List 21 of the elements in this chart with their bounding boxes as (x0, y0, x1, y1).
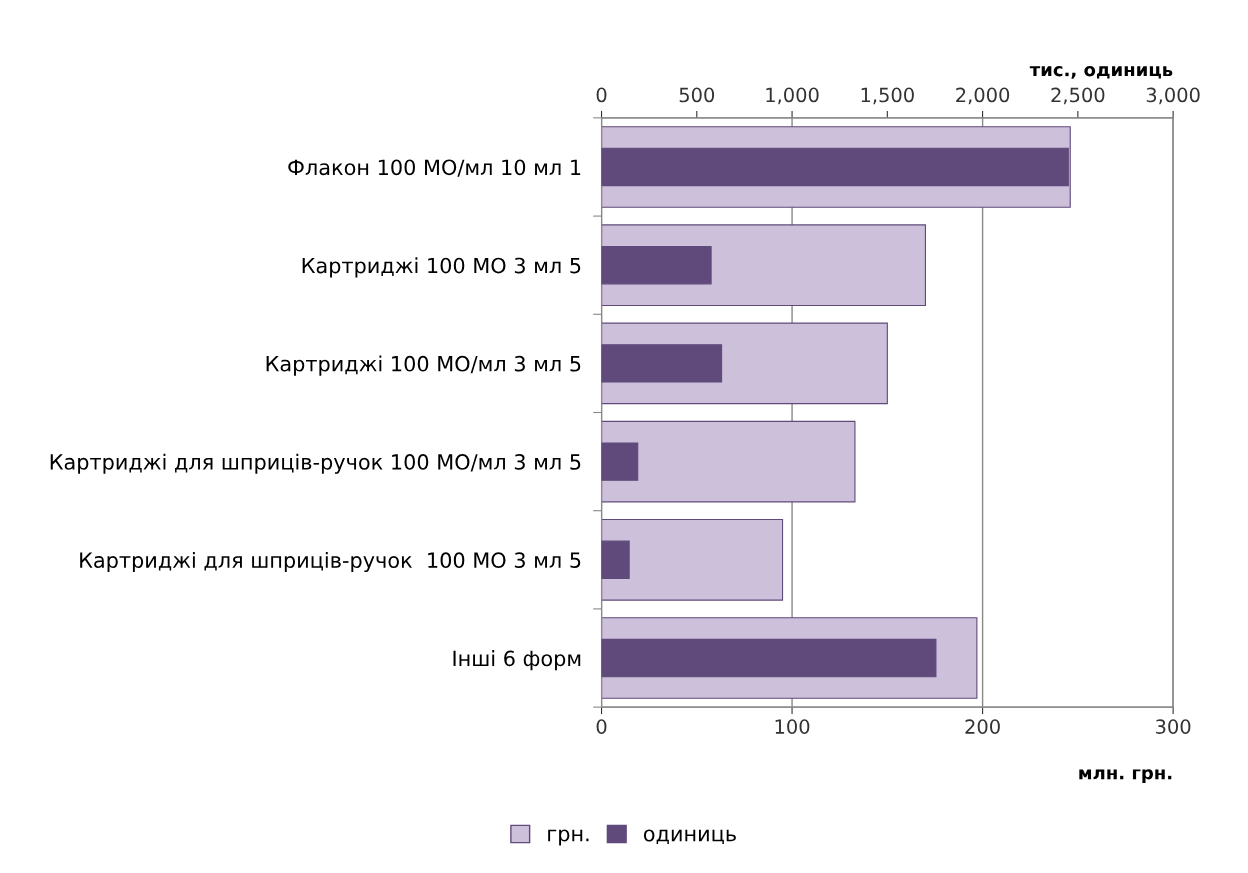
x2-axis-title: тис., одиниць (1029, 66, 1173, 79)
y-tick-label: Картриджі 100 МО 3 мл 5 (302, 257, 581, 278)
y-tick-label: Картриджі 100 МО/мл 3 мл 5 (266, 355, 581, 376)
x2-tick-label: 1,500 (861, 87, 914, 105)
y-tick-label: Картриджі для шприців-ручок 100 МО 3 мл 5 (80, 551, 581, 573)
x-tick-label: 0 (596, 719, 607, 734)
x-tick-label: 200 (965, 719, 1000, 734)
x2-tick-label: 2,000 (956, 87, 1010, 105)
x2-tick-label: 2,500 (1051, 87, 1105, 105)
x-tick-label: 300 (1156, 719, 1191, 734)
y-tick-label: Картриджі для шприців-ручок 100 МО/мл 3 мл 5 (50, 453, 581, 474)
x2-tick-label: 1,000 (766, 87, 819, 105)
legend-label: грн. (548, 829, 589, 846)
x2-tick-label: 0 (596, 87, 607, 103)
legend-label: одиниць (643, 829, 736, 845)
y-tick-label: Флакон 100 МО/мл 10 мл 1 (288, 159, 581, 177)
x2-tick-label: 3,000 (1146, 87, 1200, 105)
y-tick-label: Інші 6 форм (453, 650, 581, 671)
x-axis-title: млн. грн. (1079, 769, 1172, 784)
x-tick-label: 100 (775, 719, 810, 734)
x2-tick-label: 500 (679, 87, 715, 103)
